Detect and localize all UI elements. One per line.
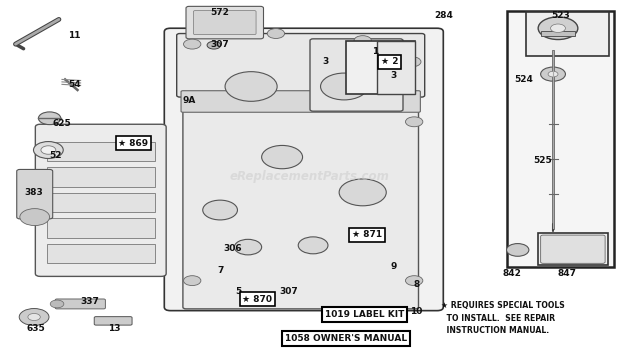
FancyBboxPatch shape [186, 6, 264, 39]
Text: 635: 635 [27, 324, 45, 334]
Circle shape [184, 276, 201, 286]
FancyBboxPatch shape [193, 11, 256, 35]
Text: 52: 52 [50, 151, 62, 160]
Text: 3: 3 [322, 57, 329, 66]
Text: 9: 9 [391, 262, 397, 271]
Text: 525: 525 [533, 156, 552, 165]
Bar [538, 233, 608, 265]
FancyBboxPatch shape [35, 124, 166, 276]
Text: 1: 1 [372, 47, 378, 56]
Circle shape [541, 67, 565, 81]
Bar [526, 12, 609, 56]
Bar [46, 244, 155, 263]
Circle shape [28, 313, 40, 321]
Text: 3: 3 [391, 71, 397, 80]
Circle shape [234, 239, 262, 255]
Circle shape [405, 117, 423, 127]
Text: 7: 7 [217, 265, 223, 275]
Circle shape [405, 276, 423, 286]
Text: ★ 870: ★ 870 [242, 295, 272, 304]
Text: 842: 842 [502, 269, 521, 278]
Text: ★ REQUIRES SPECIAL TOOLS
  TO INSTALL.  SEE REPAIR
  INSTRUCTION MANUAL.: ★ REQUIRES SPECIAL TOOLS TO INSTALL. SEE… [441, 301, 565, 335]
Text: ★ 2: ★ 2 [381, 57, 398, 66]
Text: 306: 306 [223, 244, 242, 253]
Bar [46, 218, 155, 238]
Circle shape [538, 17, 578, 40]
Text: 11: 11 [68, 31, 81, 40]
Text: 10: 10 [410, 307, 423, 316]
Circle shape [19, 309, 49, 325]
Circle shape [20, 209, 50, 226]
Circle shape [41, 146, 56, 154]
Circle shape [50, 300, 64, 308]
Text: 54: 54 [68, 80, 81, 89]
Bar [46, 167, 155, 187]
Circle shape [404, 57, 421, 67]
Circle shape [262, 145, 303, 169]
Circle shape [321, 73, 368, 100]
FancyBboxPatch shape [541, 235, 605, 263]
FancyBboxPatch shape [55, 299, 105, 309]
FancyBboxPatch shape [17, 169, 53, 219]
Circle shape [184, 39, 201, 49]
Text: ★ 869: ★ 869 [118, 138, 148, 148]
Text: 847: 847 [558, 269, 577, 278]
Circle shape [548, 71, 558, 77]
Text: 1019 LABEL KIT: 1019 LABEL KIT [325, 310, 404, 319]
Bar [377, 41, 415, 94]
Circle shape [203, 200, 237, 220]
Text: 337: 337 [81, 297, 99, 306]
Text: 307: 307 [279, 287, 298, 296]
Bar [346, 41, 415, 94]
Bar [46, 193, 155, 212]
Text: 284: 284 [434, 11, 453, 20]
Text: 524: 524 [515, 75, 533, 84]
FancyBboxPatch shape [181, 91, 420, 112]
Circle shape [225, 72, 277, 101]
Circle shape [207, 41, 221, 49]
Circle shape [267, 29, 285, 38]
Bar [507, 11, 614, 267]
Text: 572: 572 [211, 8, 229, 17]
Text: 383: 383 [25, 188, 43, 197]
Bar [541, 31, 575, 36]
FancyBboxPatch shape [310, 39, 403, 111]
Circle shape [551, 24, 565, 32]
FancyBboxPatch shape [183, 106, 418, 309]
Text: 5: 5 [236, 287, 242, 296]
FancyBboxPatch shape [94, 317, 132, 325]
FancyBboxPatch shape [164, 28, 443, 311]
Text: 8: 8 [414, 280, 420, 289]
Circle shape [33, 142, 63, 158]
Text: 307: 307 [211, 40, 229, 49]
Text: eReplacementParts.com: eReplacementParts.com [230, 170, 390, 183]
Circle shape [354, 36, 371, 46]
Text: 13: 13 [108, 324, 121, 334]
Circle shape [38, 112, 61, 125]
Text: 523: 523 [552, 11, 570, 20]
Text: 625: 625 [53, 119, 71, 128]
Text: 1058 OWNER'S MANUAL: 1058 OWNER'S MANUAL [285, 334, 407, 343]
Text: ★ 871: ★ 871 [352, 230, 382, 239]
Text: 9A: 9A [182, 96, 196, 105]
Bar [46, 142, 155, 161]
Circle shape [339, 179, 386, 206]
Circle shape [298, 237, 328, 254]
Circle shape [507, 244, 529, 256]
FancyBboxPatch shape [177, 34, 425, 97]
